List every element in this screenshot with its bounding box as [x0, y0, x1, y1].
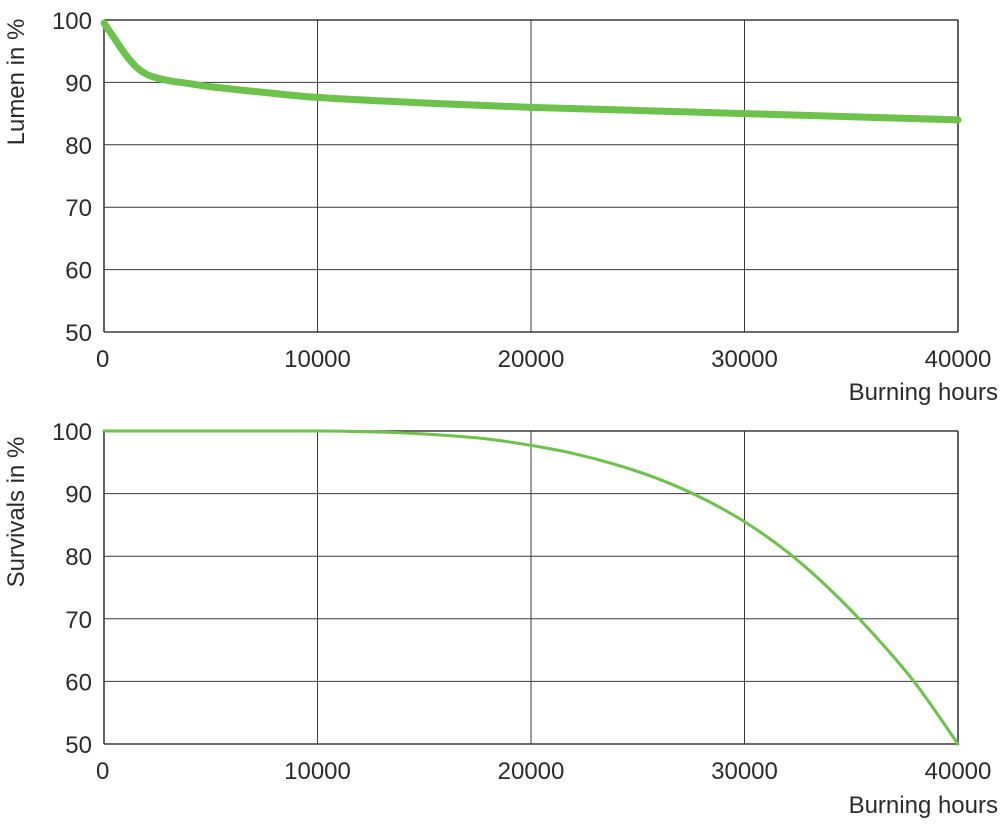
survivals-y-tick-label: 90 [65, 482, 92, 509]
survivals-x-tick-label: 20000 [498, 758, 565, 785]
survivals-y-tick-label: 50 [65, 732, 92, 759]
survivals-chart: 50 60 70 80 90 100 0 10000 20000 30000 40000 Surv… [3, 419, 998, 819]
lumen-x-tick-label: 10000 [284, 346, 351, 373]
survivals-x-tick-label: 40000 [925, 758, 992, 785]
survivals-x-tick-label: 10000 [284, 758, 351, 785]
survivals-x-tick-label: 30000 [711, 758, 778, 785]
lumen-y-tick-label: 50 [65, 320, 92, 347]
lumen-y-tick-label: 100 [52, 8, 92, 35]
survivals-y-tick-label: 100 [52, 419, 92, 446]
lumen-y-tick-label: 70 [65, 195, 92, 222]
survivals-x-tick-label: 0 [96, 758, 109, 785]
lumen-x-ticks: 0 10000 20000 30000 40000 [96, 346, 991, 373]
survivals-y-tick-label: 70 [65, 607, 92, 634]
lumen-series-line [100, 19, 962, 124]
lumen-series [100, 19, 962, 124]
survivals-y-tick-label: 80 [65, 544, 92, 571]
survivals-y-tick-label: 60 [65, 669, 92, 696]
survivals-x-axis-label: Burning hours [849, 792, 998, 819]
survivals-y-axis-label: Survivals in % [3, 437, 30, 588]
lumen-y-tick-label: 80 [65, 133, 92, 160]
lumen-x-axis-label: Burning hours [849, 379, 998, 406]
lumen-x-tick-label: 0 [96, 346, 109, 373]
lumen-x-tick-label: 30000 [711, 346, 778, 373]
lumen-grid [103, 19, 959, 333]
survivals-series [102, 429, 960, 746]
lumen-y-tick-label: 60 [65, 258, 92, 285]
lumen-x-tick-label: 40000 [925, 346, 992, 373]
lumen-y-axis-label: Lumen in % [3, 19, 30, 146]
lumen-y-tick-label: 90 [65, 70, 92, 97]
survivals-grid [103, 430, 959, 745]
survivals-series-line [102, 429, 960, 746]
survivals-x-ticks: 0 10000 20000 30000 40000 [96, 758, 991, 785]
survivals-y-ticks: 50 60 70 80 90 100 [52, 419, 92, 759]
lumen-x-tick-label: 20000 [498, 346, 565, 373]
lumen-y-ticks: 50 60 70 80 90 100 [52, 8, 92, 347]
lumen-chart: 50 60 70 80 90 100 0 10000 20000 30000 40000 Lume… [3, 8, 998, 406]
